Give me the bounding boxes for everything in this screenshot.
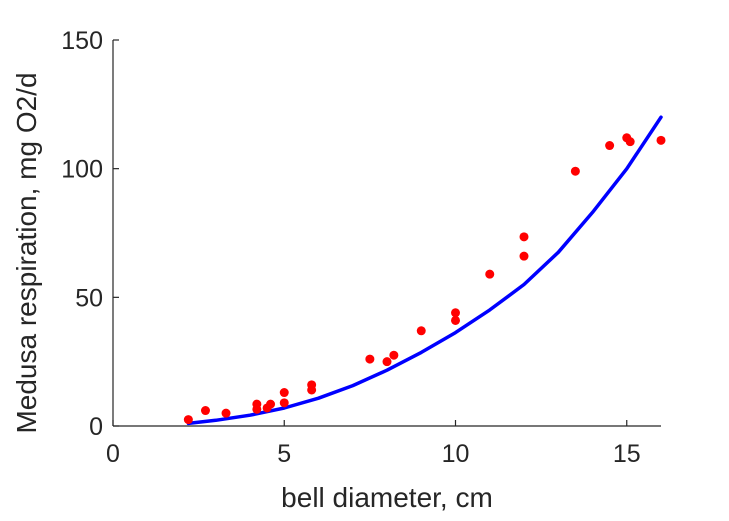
data-point	[365, 354, 375, 364]
data-point	[382, 357, 392, 367]
data-point	[605, 141, 615, 151]
x-tick-label: 10	[442, 440, 470, 468]
x-tick-label: 15	[613, 440, 641, 468]
data-point	[570, 166, 580, 176]
data-point	[656, 135, 666, 145]
x-axis-ticks: 0 5 10 15	[106, 420, 641, 468]
data-point	[451, 315, 460, 325]
data-point	[519, 232, 529, 242]
y-tick-label: 100	[61, 156, 103, 184]
data-point	[307, 385, 317, 395]
y-axis-ticks: 0 50 100 150	[61, 27, 119, 441]
data-point	[221, 408, 231, 418]
data-point	[279, 388, 289, 398]
y-tick-label: 150	[61, 27, 103, 55]
series-layer	[183, 115, 666, 426]
data-point	[266, 399, 276, 409]
data-point	[451, 308, 460, 318]
y-tick-label: 0	[89, 413, 103, 441]
data-point	[416, 326, 426, 336]
data-point	[485, 269, 495, 279]
data-point	[389, 350, 399, 360]
data-point	[252, 404, 262, 414]
x-axis-label: bell diameter, cm	[281, 482, 493, 513]
data-point	[519, 251, 529, 261]
x-tick-label: 5	[277, 440, 291, 468]
x-tick-label: 0	[106, 440, 120, 468]
data-point	[200, 406, 210, 416]
y-tick-label: 50	[75, 284, 103, 312]
fit-curve-line	[186, 115, 663, 426]
data-point	[625, 137, 635, 147]
y-axis-label: Medusa respiration, mg O2/d	[11, 72, 42, 433]
data-point	[279, 398, 289, 408]
data-point	[183, 415, 193, 425]
